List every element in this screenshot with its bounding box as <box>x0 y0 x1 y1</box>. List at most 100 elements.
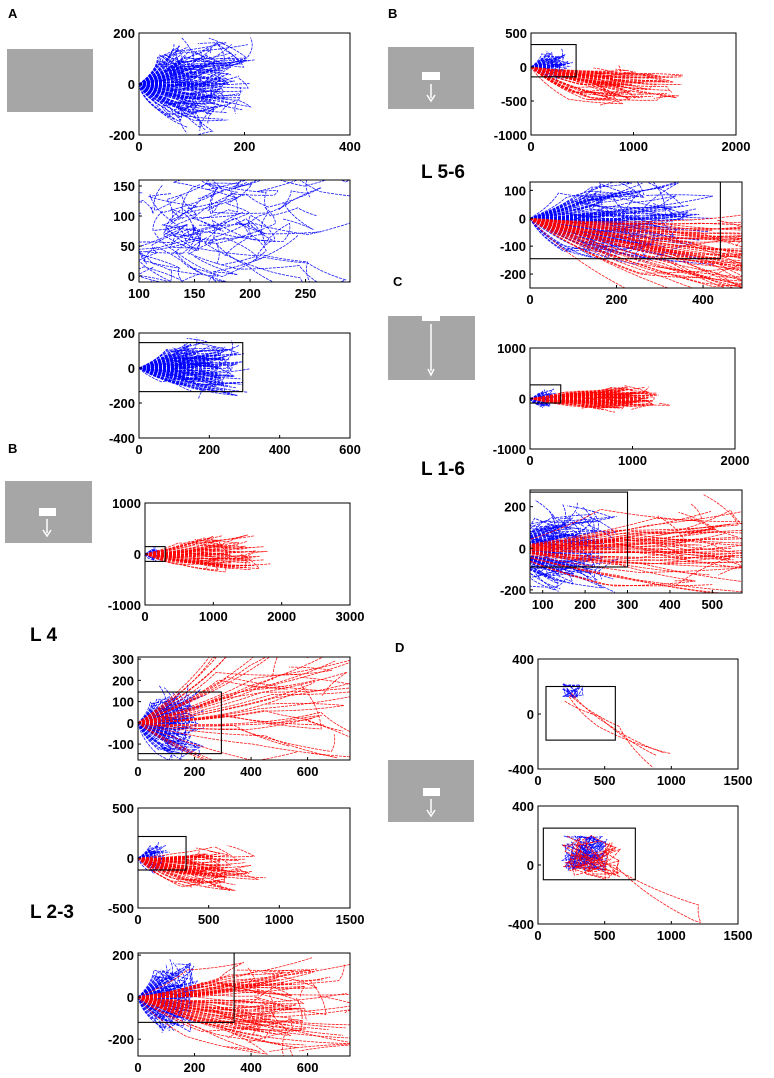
trajectory-within-receptive-field-zoom <box>193 256 347 282</box>
trajectory-inside-box <box>138 722 186 749</box>
trajectory-outside-box <box>138 996 260 1030</box>
layer-label-l4: L 4 <box>30 625 58 646</box>
trajectory-outside-box <box>530 556 725 593</box>
trajectory-inside-box <box>138 962 191 998</box>
trajectory-outside-box <box>569 840 621 881</box>
trajectory-inside-box <box>530 568 604 589</box>
trajectory-outside-box <box>530 217 742 242</box>
trajectory-outside-box <box>138 857 214 874</box>
trajectory-within-receptive-field <box>139 338 208 369</box>
trajectory-outside-box <box>569 694 654 768</box>
trajectory-outside-box <box>145 534 248 555</box>
chart-b-l56-2: 0 200 400 -200 -100 0 100 <box>500 181 743 307</box>
y-tick-label: 200 <box>113 26 135 41</box>
trajectory-inside-box <box>530 182 666 219</box>
trajectory-inside-box <box>530 554 614 580</box>
x-tick-label: 1000 <box>265 912 294 927</box>
trajectory-inside-box <box>530 557 584 567</box>
y-tick-label: 150 <box>113 179 135 194</box>
trajectory-within-receptive-field <box>139 81 184 90</box>
trajectory-inside-box <box>138 722 181 760</box>
trajectory-within-receptive-field <box>139 367 248 393</box>
trajectory-inside-box <box>531 64 567 72</box>
trajectory-within-receptive-field <box>139 46 189 85</box>
moving-bar-stimulus-icon <box>5 481 92 543</box>
trajectory-inside-box <box>138 699 174 724</box>
motion-arrow-head <box>427 368 435 377</box>
trajectory-outside-box <box>530 217 742 243</box>
trajectory-outside-box <box>138 996 307 1043</box>
trajectories <box>530 182 742 288</box>
trajectory-within-receptive-field <box>139 44 248 85</box>
trajectory-outside-box <box>530 217 742 259</box>
trajectory-inside-box <box>138 996 184 1022</box>
trajectory-outside-box <box>530 217 742 255</box>
trajectory-outside-box <box>530 388 634 399</box>
x-tick-label: 0 <box>526 453 533 468</box>
trajectory-inside-box <box>530 555 553 570</box>
y-tick-label: -100 <box>500 239 526 254</box>
trajectory-outside-box <box>145 553 218 566</box>
trajectory-inside-box <box>138 974 174 998</box>
trajectory-within-receptive-field <box>139 83 229 122</box>
trajectory-outside-box <box>530 217 742 237</box>
trajectory-outside-box <box>145 548 268 555</box>
trajectory-inside-box <box>564 835 608 869</box>
panel-letter-b-right: B <box>388 6 397 21</box>
receptive-field-box <box>545 685 616 741</box>
trajectory-outside-box <box>530 396 645 400</box>
trajectory-within-receptive-field-zoom <box>212 277 217 282</box>
trajectory-outside-box <box>138 719 350 758</box>
x-tick-label: 400 <box>692 292 714 307</box>
x-tick-label: 400 <box>269 442 291 457</box>
blank-gray-stimulus-icon <box>7 49 93 112</box>
trajectory-outside-box <box>530 217 735 288</box>
y-tick-label: -400 <box>508 917 534 932</box>
trajectory-outside-box <box>530 387 629 399</box>
trajectory-inside-box <box>530 558 593 573</box>
trajectory-outside-box <box>138 671 299 724</box>
trajectory-within-receptive-field <box>139 83 174 105</box>
trajectory-inside-box <box>138 697 177 724</box>
trajectory-inside-box <box>530 196 604 219</box>
trajectory-inside-box <box>138 964 193 998</box>
trajectory-outside-box <box>531 66 671 91</box>
trajectory-inside-box <box>564 836 606 871</box>
trajectory-inside-box <box>530 550 570 567</box>
trajectory-inside-box <box>138 845 159 859</box>
x-tick-label: 2000 <box>721 453 750 468</box>
trajectory-outside-box <box>138 996 350 1052</box>
trajectory-within-receptive-field <box>139 82 250 86</box>
trajectory-outside-box <box>138 979 327 1015</box>
trajectory-outside-box <box>138 857 218 877</box>
trajectory-inside-box <box>530 531 555 548</box>
trajectory-outside-box <box>530 551 716 562</box>
trajectory-within-receptive-field <box>139 83 216 124</box>
trajectory-outside-box <box>145 553 233 569</box>
trajectory-within-receptive-field-zoom <box>139 266 183 281</box>
panel-letter-d: D <box>395 640 404 655</box>
trajectory-within-receptive-field-zoom <box>206 180 350 190</box>
trajectory-outside-box <box>138 982 285 1004</box>
trajectory-within-receptive-field-zoom <box>215 242 275 282</box>
trajectory-inside-box <box>530 525 559 541</box>
trajectory-outside-box <box>530 523 731 547</box>
y-tick-label: -1000 <box>494 128 527 143</box>
trajectory-outside-box <box>530 398 619 409</box>
trajectory-within-receptive-field <box>139 357 225 369</box>
stimulus-bar <box>423 788 440 796</box>
trajectory-inside-box <box>530 557 592 574</box>
trajectory-within-receptive-field <box>139 77 222 101</box>
trajectory-within-receptive-field <box>139 61 245 85</box>
trajectory-within-receptive-field <box>139 83 215 104</box>
trajectory-inside-box <box>530 208 605 223</box>
trajectory-outside-box <box>530 217 695 288</box>
trajectory-within-receptive-field-zoom <box>154 217 267 278</box>
chart-c2: 100 200 300 400 500 -200 0 200 <box>500 489 743 612</box>
trajectory-outside-box <box>530 556 716 593</box>
x-tick-label: 100 <box>128 286 150 301</box>
trajectory-within-receptive-field <box>139 37 195 85</box>
